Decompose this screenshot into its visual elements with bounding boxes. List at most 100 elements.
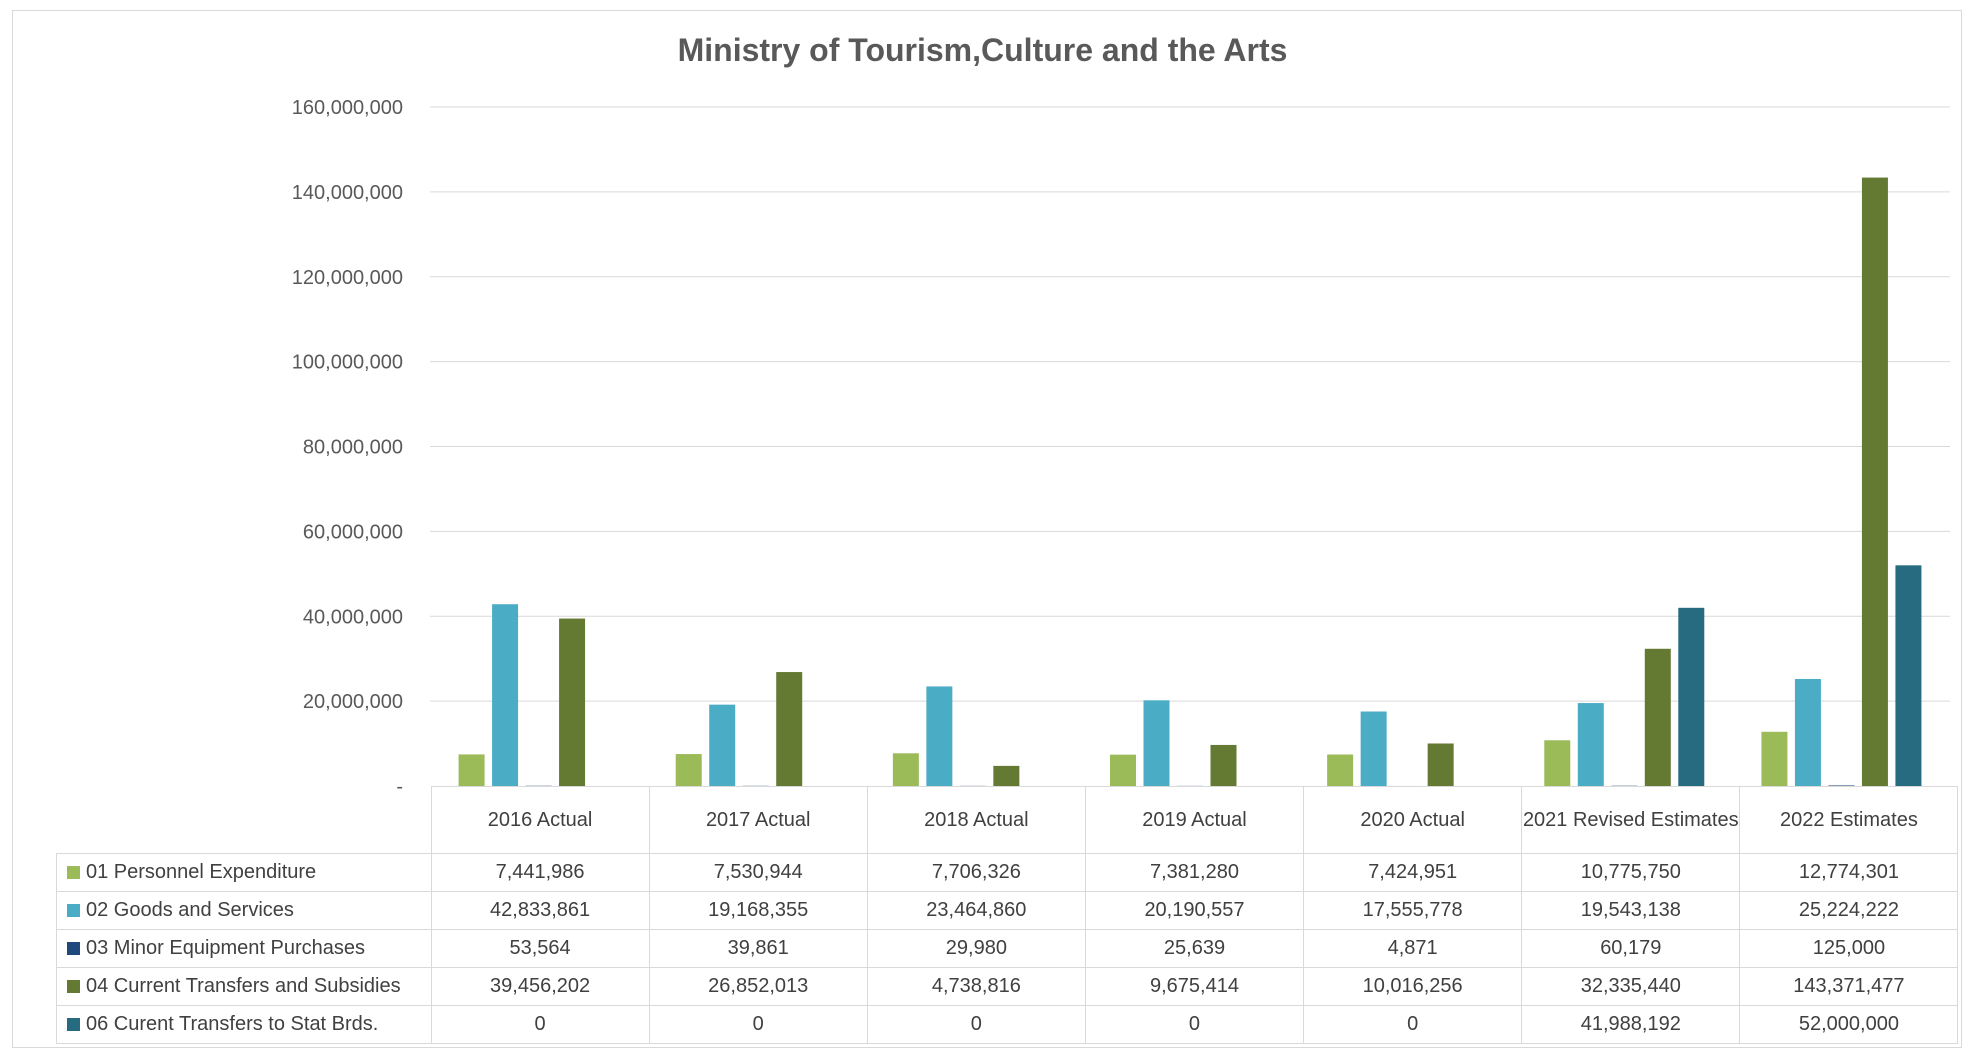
category-header-row: 2016 Actual 2017 Actual 2018 Actual 2019 Ac… [56, 786, 1959, 854]
data-label: 60,179 [1521, 929, 1741, 968]
data-label: 7,706,326 [866, 853, 1086, 892]
data-label: 4,738,816 [866, 967, 1086, 1006]
bar [993, 765, 1020, 786]
data-label: 17,555,778 [1303, 891, 1523, 930]
chart-frame [12, 10, 1962, 1048]
data-label: 29,980 [866, 929, 1086, 968]
data-label: 0 [1084, 1005, 1305, 1044]
legend-swatch [67, 942, 80, 955]
legend-entry: 06 Curent Transfers to Stat Brds. [56, 1005, 432, 1044]
data-label: 20,190,557 [1084, 891, 1305, 930]
data-label: 19,543,138 [1521, 891, 1741, 930]
data-label: 52,000,000 [1739, 1005, 1959, 1044]
series-name: 04 Current Transfers and Subsidies [86, 975, 401, 997]
y-tick-label: 140,000,000 [292, 182, 403, 204]
y-tick-label: 100,000,000 [292, 352, 403, 374]
data-label: 25,224,222 [1739, 891, 1959, 930]
bar [709, 704, 736, 786]
data-label: 7,424,951 [1303, 853, 1523, 892]
y-tick-label: 20,000,000 [303, 691, 403, 713]
bar [492, 604, 519, 786]
legend-entry: 01 Personnel Expenditure [56, 853, 432, 892]
bar [675, 754, 702, 786]
data-label: 7,530,944 [648, 853, 868, 892]
table-row: 04 Current Transfers and Subsidies 39,456… [56, 967, 1959, 1006]
bar [1327, 754, 1354, 786]
legend-entry: 02 Goods and Services [56, 891, 432, 930]
legend-swatch [67, 904, 80, 917]
legend-entry: 03 Minor Equipment Purchases [56, 929, 432, 968]
bar [1828, 785, 1855, 786]
data-label: 0 [866, 1005, 1086, 1044]
table-row: 01 Personnel Expenditure 7,441,986 7,530,9… [56, 853, 1959, 892]
bar [1427, 743, 1454, 786]
bar [1143, 700, 1170, 786]
data-label: 26,852,013 [648, 967, 868, 1006]
series-name: 01 Personnel Expenditure [86, 861, 317, 883]
category-label: 2020 Actual [1303, 786, 1523, 854]
y-tick-label: 160,000,000 [292, 97, 403, 119]
series-name: 06 Curent Transfers to Stat Brds. [86, 1013, 379, 1035]
category-label: 2019 Actual [1084, 786, 1305, 854]
category-label: 2021 Revised Estimates [1521, 786, 1741, 854]
bar [559, 618, 586, 786]
bar [1644, 648, 1671, 786]
category-label: 2017 Actual [648, 786, 868, 854]
data-label: 19,168,355 [648, 891, 868, 930]
bar [1678, 607, 1705, 786]
gridlines [430, 106, 1950, 702]
data-label: 39,456,202 [430, 967, 650, 1006]
table-row: 02 Goods and Services 42,833,861 19,168,35… [56, 891, 1959, 930]
legend-swatch [67, 866, 80, 879]
data-label: 7,441,986 [430, 853, 650, 892]
y-axis: - 20,000,000 40,000,000 60,000,000 80,000,00… [292, 97, 403, 790]
data-label: 9,675,414 [1084, 967, 1305, 1006]
category-label: 2016 Actual [430, 786, 650, 854]
bar [1861, 177, 1888, 787]
data-label: 125,000 [1739, 929, 1959, 968]
data-table: 2016 Actual 2017 Actual 2018 Actual 2019 Ac… [56, 786, 1959, 1044]
series-name: 02 Goods and Services [86, 899, 294, 921]
data-label: 7,381,280 [1084, 853, 1305, 892]
table-corner [56, 786, 432, 854]
bar [1110, 754, 1136, 786]
data-label: 10,016,256 [1303, 967, 1523, 1006]
data-label: 143,371,477 [1739, 967, 1959, 1006]
data-label: 23,464,860 [866, 891, 1086, 930]
category-label: 2022 Estimates [1739, 786, 1959, 854]
data-label: 32,335,440 [1521, 967, 1741, 1006]
bar [1210, 744, 1237, 786]
bar [1761, 731, 1788, 786]
data-label: 10,775,750 [1521, 853, 1741, 892]
legend-entry: 04 Current Transfers and Subsidies [56, 967, 432, 1006]
bar [458, 754, 485, 786]
bar [926, 686, 953, 786]
data-label: 12,774,301 [1739, 853, 1959, 892]
bar [776, 672, 803, 786]
plot-area: - 20,000,000 40,000,000 60,000,000 80,000,00… [292, 97, 1950, 790]
data-label: 25,639 [1084, 929, 1305, 968]
data-label: 4,871 [1303, 929, 1523, 968]
data-label: 0 [648, 1005, 868, 1044]
chart-title: Ministry of Tourism,Culture and the Arts [677, 32, 1288, 68]
data-label: 42,833,861 [430, 891, 650, 930]
data-label: 0 [1303, 1005, 1523, 1044]
legend-swatch [67, 980, 80, 993]
bars [458, 177, 1922, 787]
category-label: 2018 Actual [866, 786, 1086, 854]
data-table-body: 01 Personnel Expenditure 7,441,986 7,530,9… [56, 853, 1959, 1044]
data-label: 53,564 [430, 929, 650, 968]
bar [1794, 678, 1821, 786]
data-label: 0 [430, 1005, 650, 1044]
bar [1360, 711, 1387, 786]
bar [892, 753, 919, 786]
bar [1895, 565, 1922, 786]
table-row: 06 Curent Transfers to Stat Brds. 0 0 0 0 0 41… [56, 1005, 1959, 1044]
bar [1544, 740, 1571, 786]
y-tick-label: 60,000,000 [303, 521, 403, 543]
y-tick-label: 40,000,000 [303, 606, 403, 628]
series-name: 03 Minor Equipment Purchases [86, 937, 366, 959]
table-row: 03 Minor Equipment Purchases 53,564 39,861… [56, 929, 1959, 968]
data-label: 41,988,192 [1521, 1005, 1741, 1044]
y-tick-label: 120,000,000 [292, 267, 403, 289]
